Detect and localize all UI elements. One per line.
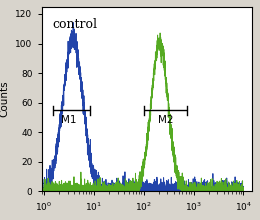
Text: M2: M2 xyxy=(158,116,173,125)
Text: control: control xyxy=(52,18,97,31)
Y-axis label: Counts: Counts xyxy=(0,81,10,117)
Text: M1: M1 xyxy=(61,116,77,125)
